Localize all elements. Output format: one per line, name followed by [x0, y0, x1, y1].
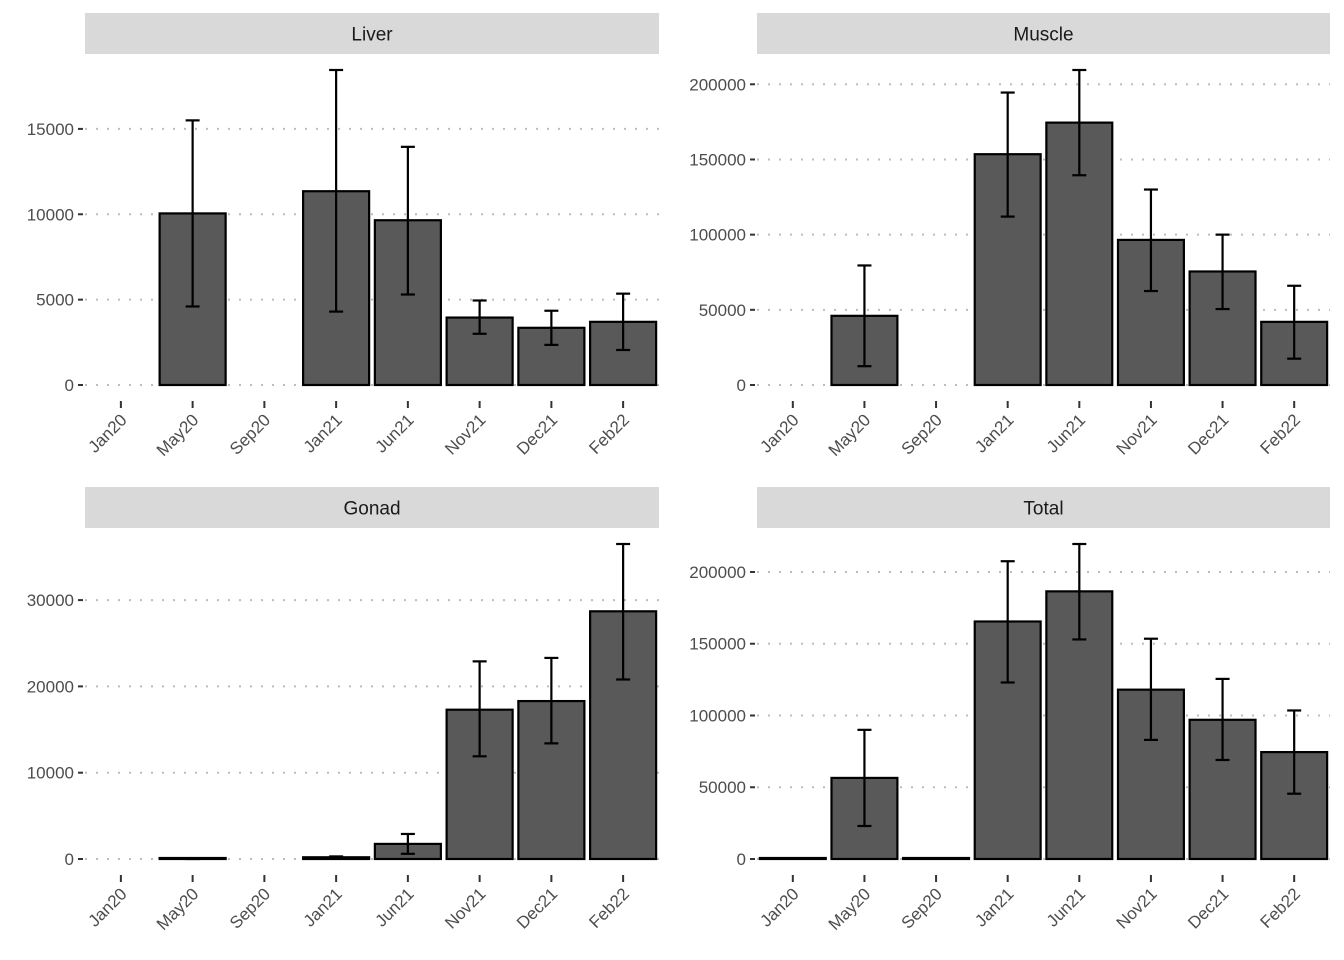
bar-feb22 — [589, 610, 658, 861]
x-tick-label: Nov21 — [1113, 410, 1161, 458]
error-bar-may20 — [185, 857, 200, 861]
error-bar-jun21 — [400, 832, 415, 855]
y-tick-label: 5000 — [36, 291, 74, 310]
panel-liver: Liver 0 5000 10000 15000 Jan20 May20 Sep20 Jan21… — [27, 13, 659, 460]
x-tick-label: Jun21 — [372, 410, 418, 456]
error-bar-nov21 — [1143, 637, 1158, 741]
x-tick-label: Sep20 — [898, 410, 946, 458]
error-bar-jan21 — [329, 855, 344, 860]
y-tick-label: 20000 — [27, 677, 74, 696]
x-tick-label: May20 — [825, 410, 875, 460]
x-tick-label: May20 — [153, 884, 203, 934]
y-tick-label: 30000 — [27, 591, 74, 610]
error-bar-dec21 — [1215, 677, 1230, 762]
y-tick-label: 0 — [737, 850, 746, 869]
y-tick-label: 50000 — [699, 778, 746, 797]
error-bar-dec21 — [544, 309, 559, 346]
y-tick-label: 10000 — [27, 764, 74, 783]
x-tick-label: Jan20 — [85, 410, 131, 456]
panel-gonad: Gonad 0 10000 20000 30000 Jan20 May20 Sep20 Jan2… — [27, 487, 659, 934]
x-tick-label: Feb22 — [1256, 884, 1304, 932]
error-bar-may20 — [185, 119, 200, 308]
panel-total: Total 0 50000 100000 150000 200000 Jan20 May20 S… — [689, 487, 1330, 934]
error-bar-jun21 — [1072, 68, 1087, 177]
error-bar-jun21 — [400, 145, 415, 296]
error-bar-dec21 — [1215, 233, 1230, 311]
x-tick-label: Dec21 — [1184, 410, 1232, 458]
error-bar-feb22 — [1287, 709, 1302, 795]
x-tick-label: Jan20 — [85, 884, 131, 930]
x-tick-label: May20 — [153, 410, 203, 460]
x-tick-label: Jun21 — [372, 884, 418, 930]
x-tick-label: Feb22 — [1256, 410, 1304, 458]
bar-jan20 — [758, 856, 827, 861]
error-bar-nov21 — [1143, 188, 1158, 293]
x-tick-label: Jan20 — [756, 884, 802, 930]
error-bar-may20 — [857, 728, 872, 828]
y-tick-label: 15000 — [27, 120, 74, 139]
x-tick-label: Nov21 — [441, 884, 489, 932]
facet-strip — [85, 13, 659, 54]
facet-strip-label: Total — [1023, 499, 1063, 520]
x-tick-label: Jan21 — [971, 410, 1017, 456]
error-bar-feb22 — [616, 542, 631, 681]
error-bar-nov21 — [472, 299, 487, 335]
bar-nov21 — [445, 316, 514, 387]
y-tick-label: 150000 — [689, 150, 746, 169]
x-tick-label: Jan21 — [971, 884, 1017, 930]
error-bar-dec21 — [544, 656, 559, 745]
y-tick-label: 150000 — [689, 635, 746, 654]
x-tick-label: Feb22 — [585, 410, 633, 458]
facet-strip — [757, 487, 1330, 528]
x-tick-label: Feb22 — [585, 884, 633, 932]
x-tick-label: Jun21 — [1043, 884, 1089, 930]
facet-strip-label: Liver — [351, 25, 393, 46]
x-tick-label: Nov21 — [1113, 884, 1161, 932]
y-tick-label: 100000 — [689, 226, 746, 245]
facet-strip-label: Muscle — [1013, 25, 1073, 46]
x-tick-label: Sep20 — [898, 884, 946, 932]
error-bar-jan21 — [329, 68, 344, 313]
x-tick-label: May20 — [825, 884, 875, 934]
x-tick-label: Dec21 — [1184, 884, 1232, 932]
x-tick-label: Jan20 — [756, 410, 802, 456]
y-tick-label: 100000 — [689, 706, 746, 725]
error-bar-may20 — [857, 264, 872, 368]
x-tick-label: Jan21 — [300, 884, 346, 930]
y-tick-label: 200000 — [689, 75, 746, 94]
panel-muscle: Muscle 0 50000 100000 150000 200000 Jan20 May20… — [689, 13, 1330, 460]
x-tick-label: Sep20 — [226, 410, 274, 458]
y-tick-label: 200000 — [689, 563, 746, 582]
y-tick-label: 10000 — [27, 205, 74, 224]
y-tick-label: 50000 — [699, 301, 746, 320]
x-tick-label: Dec21 — [513, 884, 561, 932]
error-bar-jun21 — [1072, 542, 1087, 641]
y-tick-label: 0 — [65, 376, 74, 395]
error-bar-feb22 — [1287, 284, 1302, 360]
bar-sep20 — [902, 856, 971, 861]
y-tick-label: 0 — [65, 850, 74, 869]
x-tick-label: Nov21 — [441, 410, 489, 458]
y-tick-label: 0 — [737, 376, 746, 395]
facet-strip — [85, 487, 659, 528]
x-tick-label: Dec21 — [513, 410, 561, 458]
facet-strip-label: Gonad — [343, 499, 400, 520]
x-tick-label: Jan21 — [300, 410, 346, 456]
x-tick-label: Sep20 — [226, 884, 274, 932]
error-bar-feb22 — [616, 292, 631, 352]
x-tick-label: Jun21 — [1043, 410, 1089, 456]
error-bar-nov21 — [472, 660, 487, 758]
error-bar-jan21 — [1000, 560, 1015, 684]
error-bar-jan21 — [1000, 91, 1015, 218]
facet-strip — [757, 13, 1330, 54]
